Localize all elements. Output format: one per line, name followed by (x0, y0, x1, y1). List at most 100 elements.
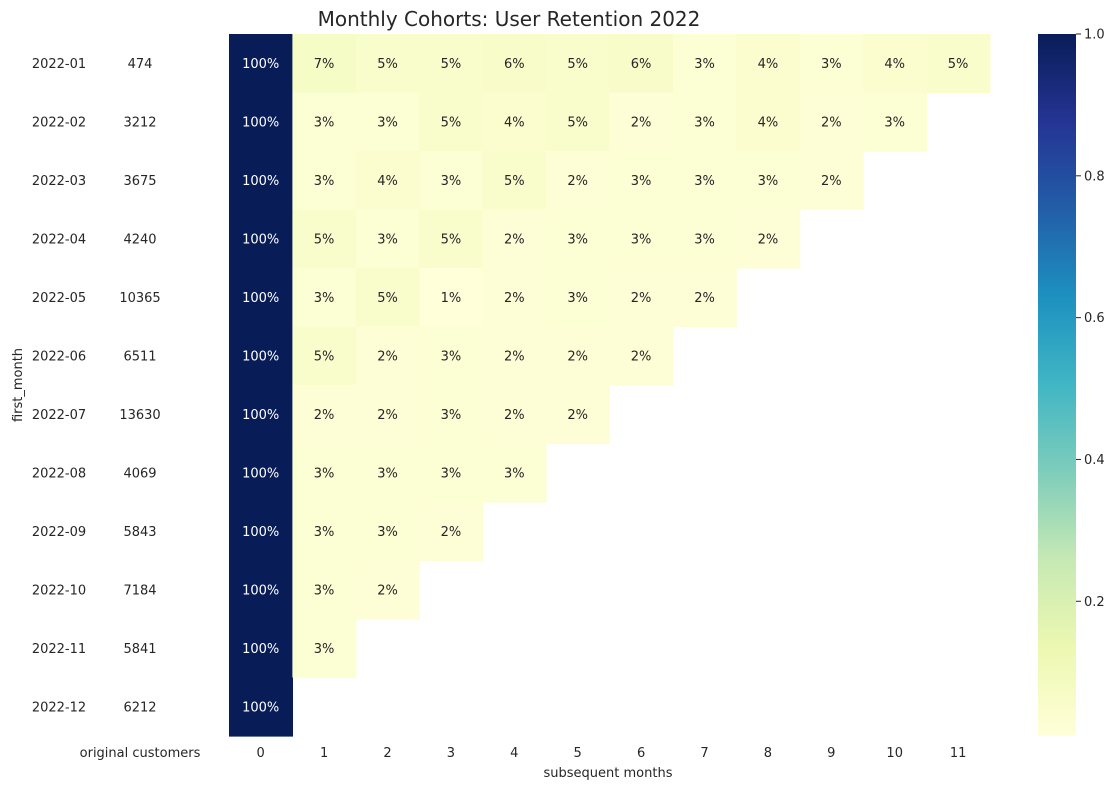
heatmap-cell (672, 151, 737, 211)
heatmap-cell (609, 209, 674, 269)
heatmap-cell-label: 3% (758, 174, 779, 189)
colorbar-tick-label: 0.4 (1084, 453, 1105, 468)
heatmap-cell-label: 3% (441, 408, 462, 423)
heatmap-cell-label: 3% (314, 525, 335, 540)
row-label: 2022-07 (32, 408, 86, 423)
heatmap-cell-label: 3% (314, 583, 335, 598)
heatmap-cell-label: 4% (758, 115, 779, 130)
row-label: 2022-09 (32, 525, 86, 540)
heatmap-cell (229, 268, 293, 328)
row-label: 2022-08 (32, 466, 86, 481)
heatmap-cell-label: 1% (441, 291, 462, 306)
heatmap-cell (419, 385, 484, 445)
heatmap-cell-label: 3% (314, 115, 335, 130)
heatmap-cell (292, 385, 357, 445)
heatmap-cell-label: 100% (242, 57, 279, 72)
heatmap-cell-label: 3% (821, 57, 842, 72)
heatmap-cell (292, 560, 357, 620)
heatmap-cell-label: 100% (242, 525, 279, 540)
row-label: 2022-12 (32, 700, 86, 715)
heatmap-cell (355, 560, 420, 620)
original-customers-value: 6511 (123, 349, 156, 364)
heatmap-cell (926, 34, 991, 94)
heatmap-cell-label: 5% (504, 174, 525, 189)
heatmap-cell (482, 326, 547, 386)
colorbar-tick-label: 0.8 (1084, 169, 1105, 184)
heatmap-cell-label: 2% (377, 583, 398, 598)
heatmap-cell-label: 2% (758, 232, 779, 247)
heatmap-cell-label: 100% (242, 115, 279, 130)
heatmap-cell (609, 326, 674, 386)
heatmap-cell-label: 3% (567, 232, 588, 247)
heatmap-cell-label: 6% (631, 57, 652, 72)
heatmap-cell-label: 5% (441, 57, 462, 72)
row-label: 2022-10 (32, 583, 86, 598)
heatmap-cell-label: 100% (242, 174, 279, 189)
heatmap-cell-label: 5% (377, 57, 398, 72)
heatmap-cell-label: 2% (567, 408, 588, 423)
heatmap-cell (736, 92, 801, 152)
heatmap-cell (419, 209, 484, 269)
y-axis-label: first_month (11, 348, 26, 422)
heatmap-cell-label: 3% (694, 174, 715, 189)
heatmap-cell (292, 502, 357, 562)
heatmap-cell (672, 34, 737, 94)
heatmap-cell-label: 2% (694, 291, 715, 306)
heatmap-cell (292, 209, 357, 269)
heatmap-cell-label: 7% (314, 57, 335, 72)
heatmap-cell (482, 92, 547, 152)
heatmap-cell-label: 3% (631, 232, 652, 247)
heatmap-cell (419, 34, 484, 94)
heatmap-cell-label: 3% (884, 115, 905, 130)
heatmap-cell (609, 92, 674, 152)
column-label: 8 (764, 746, 772, 761)
colorbar-ticks: 0.2 0.4 0.6 0.8 1.0 (1076, 28, 1105, 610)
heatmap-cell (609, 151, 674, 211)
heatmap-cell-label: 2% (377, 408, 398, 423)
heatmap-cell (229, 677, 293, 737)
original-customers-value: 4069 (123, 466, 156, 481)
row-label: 2022-03 (32, 174, 86, 189)
heatmap-cell (609, 268, 674, 328)
heatmap-cell (419, 443, 484, 503)
heatmap-cell (546, 385, 610, 445)
heatmap-cell (736, 209, 801, 269)
heatmap-cell-label: 2% (821, 115, 842, 130)
original-customers-value: 5841 (123, 642, 156, 657)
heatmap-cell-label: 5% (948, 57, 969, 72)
heatmap-cell-label: 4% (884, 57, 905, 72)
heatmap-cell-label: 2% (821, 174, 842, 189)
heatmap-cell (229, 502, 293, 562)
heatmap-cell-label: 2% (631, 349, 652, 364)
heatmap-cell-label: 5% (314, 349, 335, 364)
column-label: 4 (510, 746, 518, 761)
heatmap-cell-label: 4% (758, 57, 779, 72)
heatmap-cell (736, 151, 801, 211)
heatmap-cell-label: 5% (567, 57, 588, 72)
heatmap-cell-label: 2% (504, 232, 525, 247)
heatmap-cell (482, 268, 547, 328)
heatmap-cell (482, 151, 547, 211)
heatmap-cell-label: 2% (441, 525, 462, 540)
heatmap-cell (229, 92, 293, 152)
colorbar (1038, 34, 1076, 736)
heatmap-cell (355, 385, 420, 445)
heatmap-cell-label: 3% (567, 291, 588, 306)
column-labels: 0 1 2 3 4 5 6 7 8 9 10 11 (257, 746, 967, 761)
heatmap-cell-label: 2% (567, 349, 588, 364)
heatmap-cell-label: 100% (242, 583, 279, 598)
heatmap-cell-label: 2% (631, 291, 652, 306)
row-label: 2022-11 (32, 642, 86, 657)
original-customers-value: 3212 (123, 115, 156, 130)
original-customers-value: 6212 (123, 700, 156, 715)
heatmap-cell (229, 151, 293, 211)
heatmap-cell (355, 502, 420, 562)
original-customers-value: 5843 (123, 525, 156, 540)
heatmap-cell (799, 151, 864, 211)
column-label: 6 (637, 746, 645, 761)
original-customers-value: 3675 (123, 174, 156, 189)
heatmap-cell (355, 34, 420, 94)
heatmap-cell-label: 3% (694, 57, 715, 72)
heatmap-cell (609, 34, 674, 94)
heatmap-cell-label: 2% (631, 115, 652, 130)
